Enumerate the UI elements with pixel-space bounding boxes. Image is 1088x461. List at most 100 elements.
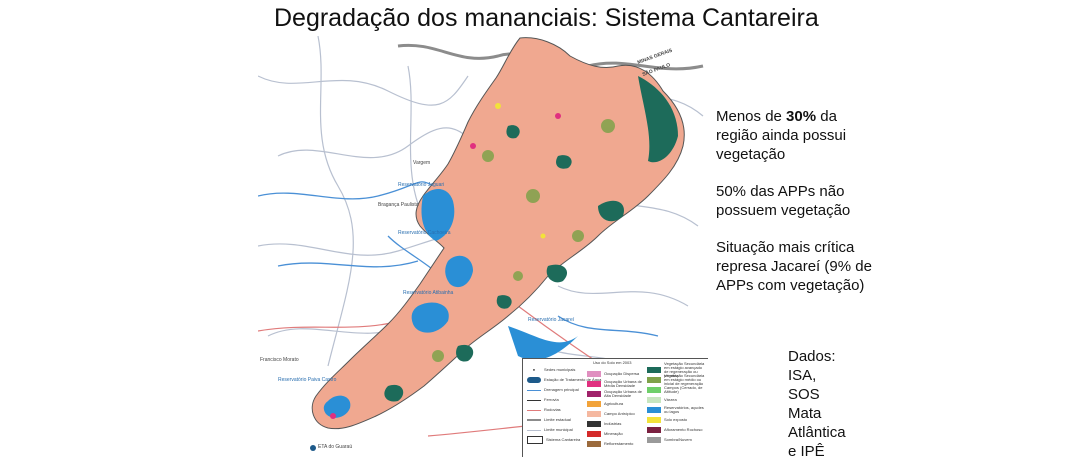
cantareira-basin [311,37,685,430]
legend-swatch [647,437,661,443]
legend-swatch [587,411,601,417]
legend-item: Drenagem principal [527,385,601,395]
findings-list: Menos de 30% da região ainda possui vege… [716,107,876,313]
legend-swatch [647,367,661,373]
map-graphic: MINAS GERAIS SÃO PAULO Bragança Paulista… [258,36,708,457]
legend-item: Vegetação Secundária em estágio médio ou… [647,373,707,386]
legend-label: Mineração [604,431,623,436]
railway-line-icon [527,399,541,401]
legend-label: Várzea [664,397,677,402]
legend-item: Sistema Cantareira [527,435,601,445]
label-braganca: Bragança Paulista [378,202,419,208]
legend-item: Ocupação Urbana de Alta Densidade [587,389,645,399]
legend-item: Ocupação Urbana de Média Densidade [587,379,645,389]
legend-item: Agricultura [587,399,645,409]
sources-line: Atlântica [788,424,846,441]
finding-highlight: 30% [786,108,817,125]
legend-item: Campo Antrópico [587,409,645,419]
legend-item: Reservatórios, açudes ou lagos [647,405,707,415]
legend-item: Ferrovia [527,395,601,405]
label-res-paiva: Reservatório Paiva Castro [278,377,337,383]
reservoir-jaguari [508,326,578,360]
sources-line: Dados: [788,348,836,365]
legend-swatch [647,377,661,383]
legend-swatch [587,391,601,397]
legend-swatch [647,387,661,393]
finding-app: 50% das APPs não possuem vegetação [716,183,851,219]
legend-swatch [647,397,661,403]
label-res-jaguari: Reservatório Jaguari [398,182,444,188]
label-eta: ETA do Guaraú [318,444,352,450]
legend-swatch [647,407,661,413]
legend-item: ● Sedes municipais [527,365,601,375]
legend-item: Solo exposto [647,415,707,425]
legend-item: Ocupação Dispersa [587,369,645,379]
legend-column-symbols: ● Sedes municipais Estação de Tratamento … [527,365,601,445]
dot-icon: ● [532,367,536,372]
legend-column-vegetation: Vegetação Secundária em estágio avançado… [647,361,707,445]
legend-swatch [587,441,601,447]
sources-line: e IPÊ [788,443,825,460]
legend-label: Campo Antrópico [604,411,635,416]
legend-item: Mineração [587,429,645,439]
secondary-vegetation [432,119,615,362]
legend-label: Ocupação Urbana de Média Densidade [604,379,643,388]
vegetation-patches [384,76,678,402]
system-outline-icon [527,436,543,444]
legend-label: Campos (Cerrado, de Altitude) [664,385,703,394]
legend-label: Ocupação Dispersa [604,371,640,376]
sources-line: SOS [788,386,820,403]
legend-label: Reservatórios, açudes ou lagos [664,405,704,414]
label-res-jacarei: Reservatório Jacareí [528,317,575,323]
highway-line-icon [527,409,541,411]
legend-item: Indústrias [587,419,645,429]
legend-label: Indústrias [604,421,622,426]
urban-areas [330,113,561,419]
drainage-line-icon [527,389,541,391]
legend-item: Afloramento Rochoso [647,425,707,435]
legend-label: Vegetação Secundária em estágio médio ou… [664,373,705,386]
legend-item: Vegetação Secundária em estágio avançado… [647,361,707,378]
slide-title: Degradação dos mananciais: Sistema Canta… [274,4,819,32]
legend-swatch [647,427,661,433]
label-res-atibainha: Reservatório Atibainha [403,290,454,296]
legend-swatch [587,421,601,427]
legend-swatch [587,431,601,437]
finding-jacarei: Situação mais crítica represa Jacareí (9… [716,239,872,294]
cantareira-map: MINAS GERAIS SÃO PAULO Bragança Paulista… [258,36,708,457]
legend-item: Estação de Tratamento de Água [527,375,601,385]
municipal-limit-icon [527,429,541,431]
data-sources: Dados: ISA, SOS Mata Atlântica e IPÊ [788,347,846,461]
legend-swatch [587,401,601,407]
label-francisco: Francisco Morato [260,357,299,363]
legend-swatch [587,371,601,377]
legend-heading: Uso do Solo em 2003 [593,360,632,365]
legend-label: Afloramento Rochoso [664,427,703,432]
state-limit-icon [527,419,541,421]
legend-item: Limite municipal [527,425,601,435]
eta-symbol-icon [527,377,541,383]
exposed-soil [495,103,546,239]
sources-line: Mata [788,405,822,422]
label-res-cachoeira: Reservatório Cachoeira [398,230,451,236]
legend-swatch [587,381,601,387]
legend-label: Vegetação Secundária em estágio avançado… [664,361,705,378]
map-legend: Uso do Solo em 2003 ● Sedes municipais Es… [522,358,708,457]
legend-item: Campos (Cerrado, de Altitude) [647,385,707,395]
legend-swatch [647,417,661,423]
legend-item: Sombra/Nuvem [647,435,707,445]
basin-reservoirs [323,189,473,418]
sources-line: ISA, [788,367,817,384]
legend-label: Solo exposto [664,417,688,422]
legend-item: Rodovias [527,405,601,415]
legend-item: Limite estadual [527,415,601,425]
legend-label: Ocupação Urbana de Alta Densidade [604,389,643,398]
legend-label: Reflorestamento [604,441,634,446]
eta-icon [310,445,316,451]
legend-label: Sombra/Nuvem [664,437,692,442]
finding-vegetation: Menos de 30% da região ainda possui vege… [716,108,847,163]
legend-item: Reflorestamento [587,439,645,449]
legend-label: Agricultura [604,401,624,406]
label-vargem: Vargem [413,160,430,166]
legend-column-urban: Ocupação Dispersa Ocupação Urbana de Médi… [587,369,645,449]
